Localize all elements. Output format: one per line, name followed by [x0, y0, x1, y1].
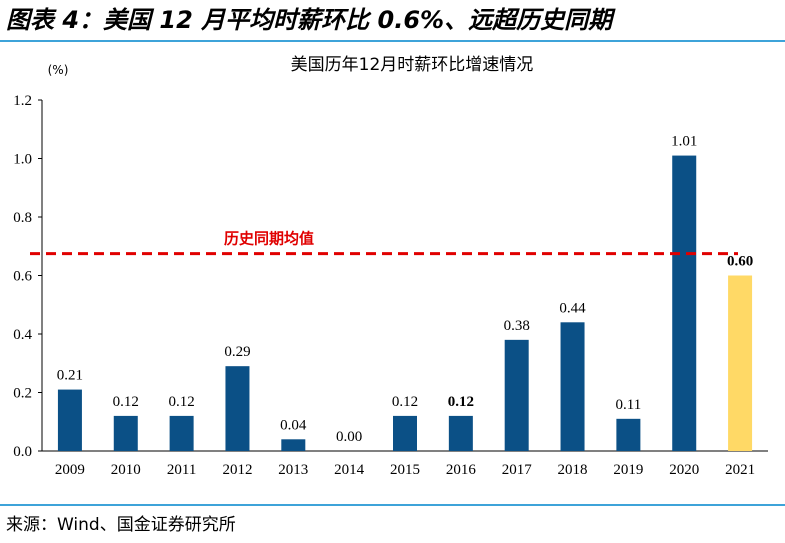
y-tick-label: 0.8	[13, 210, 32, 226]
bar-2020	[672, 155, 697, 451]
x-tick-label: 2010	[111, 462, 141, 478]
y-tick-label: 0.4	[13, 327, 32, 343]
x-tick-label: 2018	[558, 462, 588, 478]
reference-line-label: 历史同期均值	[224, 230, 314, 248]
source-note: 来源：Wind、国金证券研究所	[6, 515, 236, 535]
bar-2017	[504, 339, 529, 451]
y-tick-label: 1.2	[13, 93, 32, 109]
bar-2016	[448, 415, 473, 451]
x-tick-label: 2020	[669, 462, 699, 478]
data-label-2014: 0.00	[336, 429, 362, 445]
data-label-2009: 0.21	[57, 368, 83, 384]
bars	[57, 155, 753, 451]
data-label-2011: 0.12	[168, 394, 194, 410]
data-label-2015: 0.12	[392, 394, 418, 410]
top-divider	[0, 40, 785, 42]
data-label-2017: 0.38	[504, 318, 530, 334]
data-label-2012: 0.29	[224, 344, 250, 360]
chart-title: 美国历年12月时薪环比增速情况	[291, 55, 534, 75]
x-tick-label: 2021	[725, 462, 755, 478]
x-tick-label: 2015	[390, 462, 420, 478]
y-axis-unit: (%)	[48, 63, 69, 77]
bar-2011	[169, 415, 194, 451]
x-tick-label: 2019	[613, 462, 643, 478]
data-labels: 0.21 0.12 0.12 0.29 0.04 0.00 0.12 0.12 0.38 0.44…	[57, 134, 753, 445]
x-tick-label: 2009	[55, 462, 85, 478]
data-label-2020: 1.01	[671, 134, 697, 150]
x-axis-ticks: 2009 2010 2011 2012 2013 2014 2015 2016 2017 2018…	[55, 462, 755, 478]
x-tick-label: 2012	[222, 462, 252, 478]
data-label-2021: 0.60	[727, 254, 753, 270]
reference-line-group: 历史同期均值	[30, 230, 738, 256]
y-tick-label: 0.2	[13, 386, 32, 402]
y-tick-label: 0.0	[13, 444, 32, 460]
bar-2021	[728, 275, 753, 451]
bottom-divider	[0, 504, 785, 506]
data-label-2010: 0.12	[113, 394, 139, 410]
data-label-2016: 0.12	[448, 394, 474, 410]
data-label-2018: 0.44	[559, 300, 586, 316]
data-label-2019: 0.11	[616, 397, 642, 413]
bar-2010	[113, 415, 138, 451]
bar-chart: 美国历年12月时薪环比增速情况 (%) 0.0 0.2 0.4 0.6 0.8 1.0 1.…	[13, 55, 768, 478]
bar-2015	[393, 415, 417, 451]
bar-2019	[616, 418, 641, 451]
x-tick-label: 2016	[446, 462, 477, 478]
bar-2018	[560, 322, 585, 451]
figure-title: 图表 4：美国 12 月平均时薪环比 0.6%、远超历史同期	[6, 6, 613, 34]
bar-2009	[57, 389, 82, 451]
y-tick-label: 1.0	[13, 152, 32, 168]
data-label-2013: 0.04	[280, 417, 307, 433]
x-tick-label: 2013	[278, 462, 308, 478]
x-tick-label: 2011	[167, 462, 196, 478]
x-tick-label: 2014	[334, 462, 365, 478]
bar-2013	[281, 439, 306, 451]
bar-2012	[225, 366, 250, 451]
x-tick-label: 2017	[502, 462, 533, 478]
y-axis-ticks: 0.0 0.2 0.4 0.6 0.8 1.0 1.2	[13, 93, 42, 460]
y-tick-label: 0.6	[13, 269, 32, 285]
